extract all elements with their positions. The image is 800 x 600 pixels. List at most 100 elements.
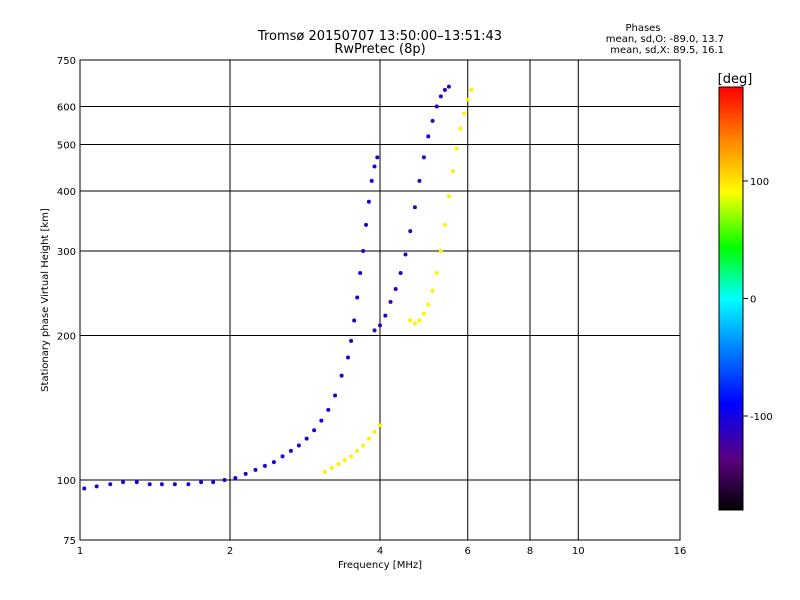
colorbar-label: [deg]: [718, 72, 753, 87]
data-point: [304, 436, 309, 441]
data-point: [349, 338, 354, 343]
data-point: [469, 87, 474, 92]
tick-labels: 1 2 4 6 8 10 16 75 100 200 300 400 500 600 750: [57, 56, 686, 557]
data-point: [412, 321, 417, 326]
data-point: [408, 318, 413, 323]
data-point: [426, 134, 431, 139]
data-point: [352, 318, 357, 323]
data-point: [446, 194, 451, 199]
data-point: [358, 270, 363, 275]
y-tick-label: 750: [57, 56, 76, 67]
y-tick-label: 300: [57, 247, 76, 258]
data-point: [393, 287, 398, 292]
data-point: [186, 482, 191, 487]
x-tick-label: 1: [77, 546, 83, 557]
data-point: [233, 475, 238, 480]
y-tick-label: 200: [57, 332, 76, 343]
data-point: [450, 169, 455, 174]
x-tick-label: 6: [465, 546, 471, 557]
data-point: [339, 373, 344, 378]
data-point: [378, 423, 382, 428]
data-point: [372, 328, 377, 333]
data-point: [349, 454, 354, 459]
data-point: [446, 84, 451, 89]
data-point: [372, 164, 377, 169]
y-tick-label: 500: [57, 141, 76, 152]
data-point: [262, 463, 267, 468]
data-point: [417, 318, 422, 323]
data-point: [417, 178, 422, 183]
data-points: [82, 84, 474, 491]
data-point: [355, 448, 360, 453]
x-tick-label: 2: [227, 546, 233, 557]
data-point: [442, 87, 447, 92]
data-point: [296, 443, 301, 448]
colorbar-tick-label: -100: [750, 412, 773, 423]
data-point: [369, 178, 374, 183]
colorbar-tick-label: 100: [750, 177, 769, 188]
data-point: [438, 94, 443, 99]
data-point: [430, 288, 435, 293]
data-point: [280, 454, 285, 459]
data-point: [366, 199, 371, 204]
data-point: [438, 249, 443, 254]
y-tick-label: 600: [57, 103, 76, 114]
data-point: [375, 155, 380, 160]
data-point: [412, 205, 417, 210]
data-point: [430, 118, 435, 123]
data-point: [364, 222, 369, 227]
data-point: [403, 252, 408, 257]
data-point: [388, 299, 393, 304]
stats-heading: Phases: [625, 23, 660, 34]
stats-o-mode: mean, sd,O: -89.0, 13.7: [606, 34, 724, 45]
data-point: [94, 484, 99, 489]
data-point: [222, 478, 227, 483]
data-point: [462, 111, 467, 116]
data-point: [458, 126, 463, 131]
data-point: [434, 104, 439, 109]
stats-x-mode: mean, sd,X: 89.5, 16.1: [610, 45, 724, 56]
data-point: [211, 480, 216, 485]
data-point: [326, 407, 331, 412]
data-point: [243, 471, 248, 476]
data-point: [454, 146, 459, 151]
data-point: [434, 270, 439, 275]
x-axis-label: Frequency [MHz]: [338, 560, 422, 571]
data-point: [271, 460, 276, 465]
data-point: [172, 482, 177, 487]
chart-subtitle: RwPretec (8p): [334, 42, 425, 57]
data-point: [82, 486, 87, 491]
data-point: [408, 229, 413, 234]
data-point: [465, 97, 470, 102]
x-tick-label: 4: [377, 546, 383, 557]
data-point: [134, 480, 139, 485]
data-point: [319, 418, 324, 423]
data-point: [366, 436, 371, 441]
y-tick-label: 400: [57, 187, 76, 198]
data-point: [398, 270, 403, 275]
y-tick-label: 75: [63, 536, 76, 547]
data-point: [312, 428, 317, 433]
colorbar-ticks: 100 0 -100: [743, 177, 773, 423]
data-point: [121, 480, 126, 485]
chart-title: Tromsø 20150707 13:50:00–13:51:43: [257, 29, 502, 44]
data-point: [426, 302, 431, 307]
data-point: [322, 469, 327, 474]
data-point: [336, 461, 341, 466]
data-point: [421, 311, 426, 316]
x-tick-label: 8: [527, 546, 533, 557]
data-point: [383, 313, 388, 318]
x-tick-label: 10: [572, 546, 585, 557]
data-point: [342, 458, 347, 463]
data-point: [361, 443, 366, 448]
data-point: [147, 482, 152, 487]
data-point: [355, 295, 360, 300]
data-point: [333, 393, 338, 398]
data-point: [442, 222, 447, 227]
data-point: [253, 467, 258, 472]
x-tick-label: 16: [674, 546, 687, 557]
data-point: [329, 465, 334, 470]
data-point: [361, 249, 366, 254]
data-point: [288, 448, 293, 453]
